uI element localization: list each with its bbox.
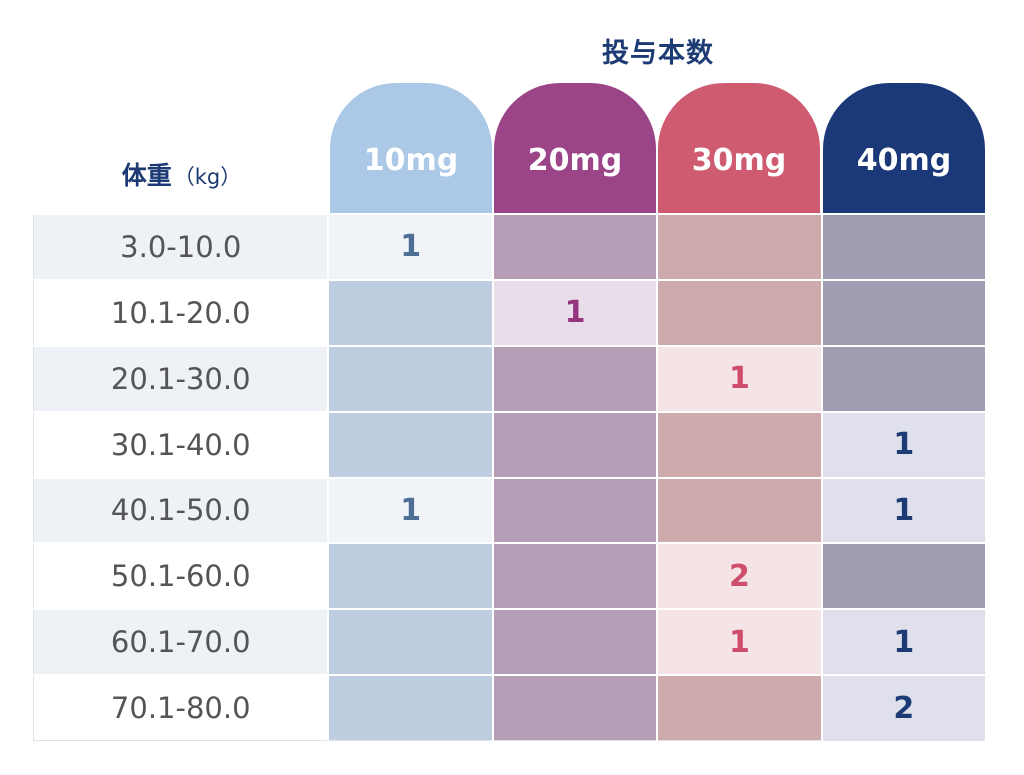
dose-cell-20mg [491,476,659,545]
dose-cell-10mg [327,608,494,677]
dose-cell-40mg [820,213,988,281]
table-row: 50.1-60.0 2 [33,542,988,611]
weight-range-cell: 20.1-30.0 [33,344,330,413]
dose-cell-30mg [656,278,823,347]
dose-cell-30mg: 2 [656,542,823,611]
dosage-table: 3.0-10.0 1 10.1-20.0 1 20.1-30.0 1 30.1-… [33,213,988,742]
dose-cell-40mg: 1 [820,410,988,479]
dose-cell-10mg: 1 [327,476,494,545]
weight-range-cell: 30.1-40.0 [33,410,330,479]
dose-cell-20mg [491,344,659,413]
table-row: 60.1-70.0 1 1 [33,608,988,677]
dose-cell-20mg [491,542,659,611]
dose-cell-30mg: 1 [656,608,823,677]
dose-cell-40mg [820,542,988,611]
weight-heading-label: 体重 [121,161,172,190]
dose-cell-30mg [656,410,823,479]
weight-range-cell: 70.1-80.0 [33,674,330,742]
dose-count-heading: 投与本数 [602,38,714,69]
dose-cell-30mg: 1 [656,344,823,413]
weight-range-cell: 3.0-10.0 [33,213,330,281]
dose-cell-10mg [327,542,494,611]
dose-cell-10mg [327,278,494,347]
dose-cell-30mg [656,674,823,742]
dose-cell-40mg [820,344,988,413]
weight-heading-unit: （kg） [173,165,242,189]
dose-cell-40mg: 2 [820,674,988,742]
dose-cell-20mg [491,213,659,281]
weight-range-cell: 50.1-60.0 [33,542,330,611]
table-row: 40.1-50.0 1 1 [33,476,988,545]
dose-cell-10mg [327,344,494,413]
dose-cell-40mg [820,278,988,347]
dose-cell-10mg: 1 [327,213,494,281]
dose-cell-10mg [327,410,494,479]
dose-cell-10mg [327,674,494,742]
dose-cell-40mg: 1 [820,476,988,545]
column-header-40mg: 40mg [823,83,985,213]
table-row: 70.1-80.0 2 [33,674,988,742]
table-row: 20.1-30.0 1 [33,344,988,413]
weight-range-cell: 40.1-50.0 [33,476,330,545]
dose-cell-40mg: 1 [820,608,988,677]
weight-range-cell: 10.1-20.0 [33,278,330,347]
dose-cell-20mg [491,674,659,742]
dose-cell-30mg [656,213,823,281]
column-header-20mg: 20mg [494,83,656,213]
column-header-10mg: 10mg [330,83,492,213]
dose-cell-30mg [656,476,823,545]
weight-range-cell: 60.1-70.0 [33,608,330,677]
table-row: 30.1-40.0 1 [33,410,988,479]
table-row: 10.1-20.0 1 [33,278,988,347]
table-row: 3.0-10.0 1 [33,213,988,281]
dose-cell-20mg: 1 [491,278,659,347]
weight-column-heading: 体重（kg） [34,156,329,196]
column-header-30mg: 30mg [658,83,820,213]
dose-cell-20mg [491,608,659,677]
dose-cell-20mg [491,410,659,479]
